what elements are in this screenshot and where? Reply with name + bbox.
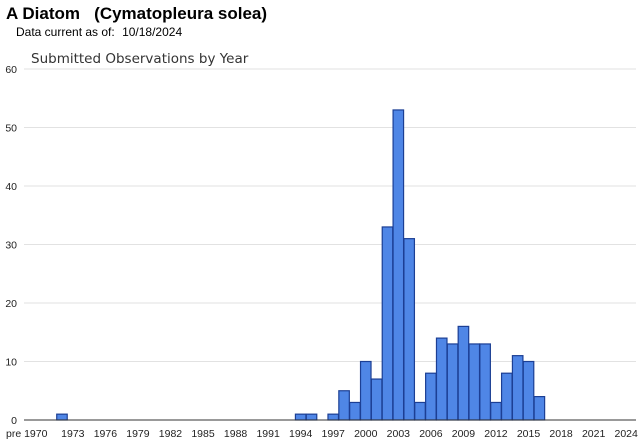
bar-2009 xyxy=(457,325,470,421)
bar-2016 xyxy=(533,396,546,421)
bar-2000 xyxy=(359,360,372,421)
x-tick-label: 1988 xyxy=(224,428,248,440)
x-tick-label: 2009 xyxy=(452,428,476,440)
bar-2011 xyxy=(479,343,491,421)
x-tick-label: 2003 xyxy=(387,428,411,440)
x-tick-label: 1991 xyxy=(256,428,280,440)
x-tick-label: 2024 xyxy=(614,428,638,440)
bar-2010 xyxy=(468,343,481,421)
x-axis-ticks: pre 1970 1973 1976 1979 1982 1985 1988 1991 1994… xyxy=(6,428,638,440)
bar-2001 xyxy=(370,378,383,421)
y-tick-label: 30 xyxy=(5,240,17,252)
bar-2005 xyxy=(414,401,426,421)
y-tick-label: 20 xyxy=(5,298,17,310)
bar-1998 xyxy=(338,390,350,421)
bar-1997 xyxy=(327,413,340,421)
bar-2003 xyxy=(392,109,405,421)
bar-1994 xyxy=(294,413,307,421)
bar-1999 xyxy=(349,401,361,421)
x-tick-label: 1973 xyxy=(61,428,85,440)
x-tick-label: 2021 xyxy=(582,428,606,440)
y-tick-label: 60 xyxy=(5,64,17,76)
x-tick-label: 2015 xyxy=(517,428,541,440)
x-tick-label: 2000 xyxy=(354,428,378,440)
x-tick-label: pre 1970 xyxy=(6,428,48,440)
bar-2015 xyxy=(522,360,535,421)
bar-2013 xyxy=(500,372,513,421)
y-axis-ticks: 0 10 20 30 40 50 60 xyxy=(5,64,17,427)
bar-1972 xyxy=(56,413,68,421)
bar-2007 xyxy=(435,337,448,421)
x-tick-label: 2006 xyxy=(419,428,443,440)
bar-2006 xyxy=(425,372,437,421)
x-tick-label: 1997 xyxy=(322,428,346,440)
species-title: A Diatom (Cymatopleura solea) xyxy=(6,4,268,23)
y-tick-label: 40 xyxy=(5,181,17,193)
x-tick-label: 2018 xyxy=(549,428,573,440)
x-tick-label: 1982 xyxy=(159,428,183,440)
bar-2012 xyxy=(490,401,502,421)
data-current-line: Data current as of: 10/18/2024 xyxy=(16,25,182,39)
bars xyxy=(56,109,546,421)
x-tick-label: 1976 xyxy=(94,428,118,440)
x-tick-label: 2012 xyxy=(484,428,508,440)
bar-2004 xyxy=(403,238,416,421)
data-current-date: 10/18/2024 xyxy=(122,25,183,39)
bar-2008 xyxy=(446,343,459,421)
data-current-label: Data current as of: xyxy=(16,25,115,39)
x-tick-label: 1985 xyxy=(191,428,215,440)
bar-2002 xyxy=(381,226,394,421)
x-tick-label: 1979 xyxy=(126,428,150,440)
chart-title: Submitted Observations by Year xyxy=(31,51,249,67)
gridlines xyxy=(24,68,636,362)
bar-1995 xyxy=(305,413,318,421)
x-tick-label: 1994 xyxy=(289,428,313,440)
y-tick-label: 10 xyxy=(5,357,17,369)
y-tick-label: 50 xyxy=(5,123,17,135)
bar-2014 xyxy=(511,355,524,421)
y-tick-label: 0 xyxy=(11,415,17,427)
